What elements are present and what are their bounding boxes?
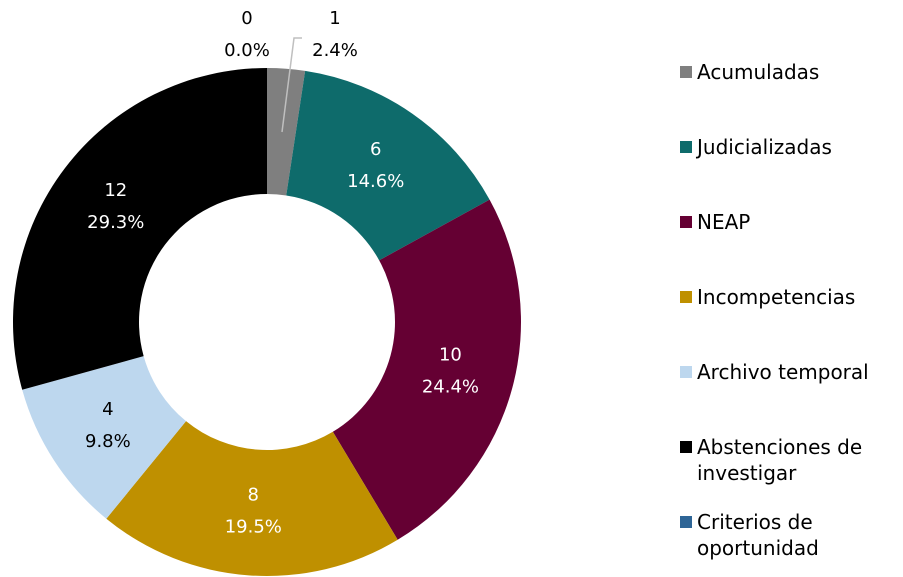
value-label: 10 (439, 345, 462, 366)
legend-swatch (680, 66, 692, 78)
legend-item: Abstenciones de investigar (680, 434, 900, 486)
legend-swatch (680, 516, 692, 528)
legend-item: Acumuladas (680, 59, 900, 85)
value-label: 1 (329, 8, 340, 29)
share-label: 14.6% (347, 171, 404, 192)
legend-item: NEAP (680, 209, 900, 235)
slice (106, 421, 398, 576)
slice (22, 356, 187, 519)
share-label: 2.4% (312, 40, 358, 61)
legend-label: Judicializadas (697, 135, 832, 159)
value-label: 8 (248, 485, 259, 506)
legend-label: Incompetencias (697, 285, 856, 309)
slice (267, 68, 306, 196)
legend-swatch (680, 141, 692, 153)
value-label: 12 (104, 180, 127, 201)
value-label: 0 (241, 8, 252, 29)
share-label: 0.0% (224, 40, 270, 61)
slice (286, 70, 490, 261)
legend-swatch (680, 216, 692, 228)
value-label: 6 (370, 139, 381, 160)
legend-swatch (680, 441, 692, 453)
legend-label: Archivo temporal (697, 360, 869, 384)
legend-item: Archivo temporal (680, 359, 900, 385)
value-label: 4 (102, 399, 113, 420)
share-label: 24.4% (422, 377, 479, 398)
legend-item: Judicializadas (680, 134, 900, 160)
share-label: 29.3% (87, 212, 144, 233)
legend-swatch (680, 291, 692, 303)
legend-label: Abstenciones de investigar (697, 435, 863, 485)
share-label: 9.8% (85, 431, 131, 452)
legend-item: Criterios de oportunidad (680, 509, 900, 561)
share-label: 19.5% (225, 517, 282, 538)
legend-label: NEAP (697, 210, 751, 234)
legend-swatch (680, 366, 692, 378)
legend-label: Criterios de oportunidad (697, 510, 819, 560)
legend-label: Acumuladas (697, 60, 820, 84)
slice (12, 68, 267, 390)
legend-item: Incompetencias (680, 284, 900, 310)
slice (332, 199, 521, 540)
leader-line (281, 37, 302, 133)
